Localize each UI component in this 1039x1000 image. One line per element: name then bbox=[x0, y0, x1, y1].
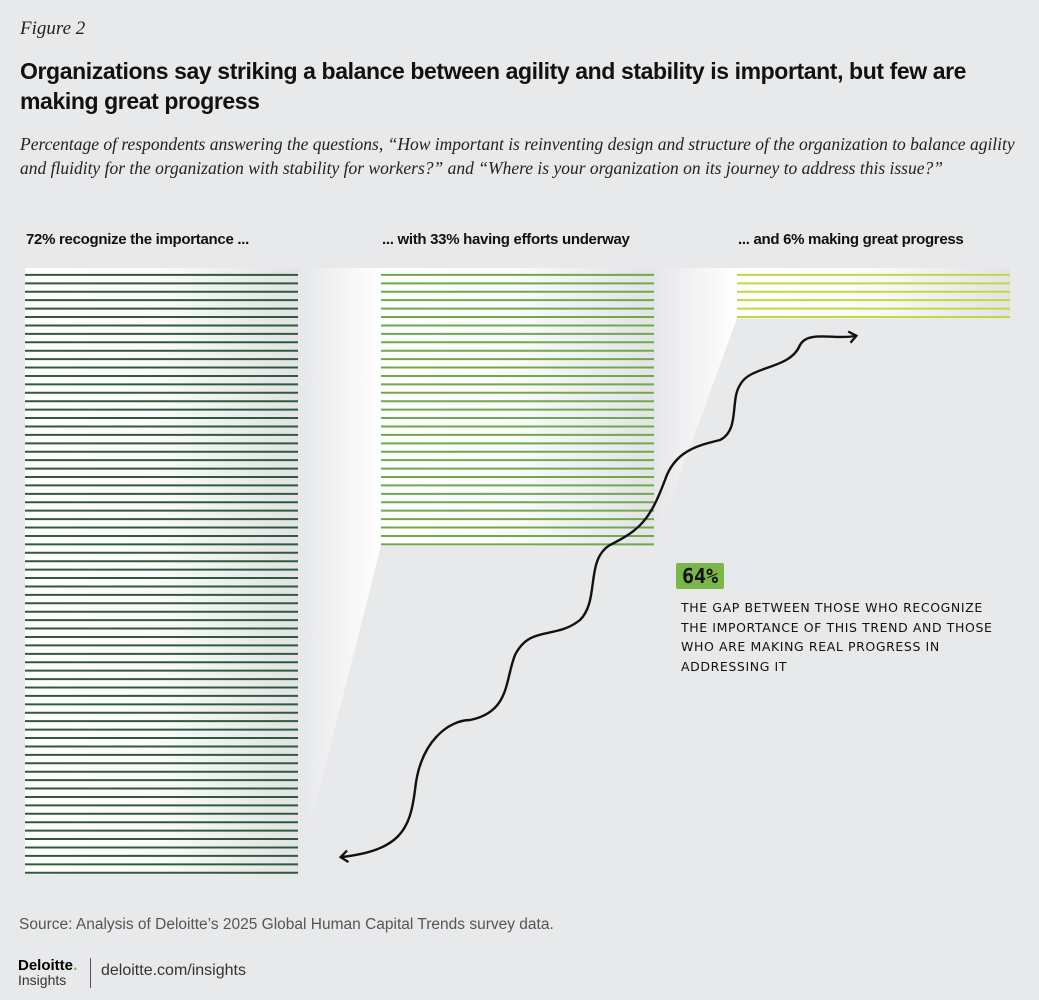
category-label-2: ... with 33% having efforts underway bbox=[382, 231, 630, 248]
bar-background bbox=[381, 268, 654, 546]
figure-label: Figure 2 bbox=[20, 18, 86, 39]
bar-background bbox=[737, 268, 1010, 319]
category-label-3: ... and 6% making great progress bbox=[738, 231, 964, 248]
chart-subtitle: Percentage of respondents answering the … bbox=[20, 134, 1015, 178]
funnel-connector bbox=[298, 268, 381, 875]
bar-1 bbox=[25, 268, 298, 875]
chart-title: Organizations say striking a balance bet… bbox=[20, 58, 967, 114]
divider bbox=[90, 958, 91, 988]
bar-3 bbox=[737, 268, 1010, 319]
source-note: Source: Analysis of Deloitte’s 2025 Glob… bbox=[19, 916, 554, 933]
logo-brand: Deloitte bbox=[18, 957, 74, 974]
site-url[interactable]: deloitte.com/insights bbox=[101, 962, 246, 979]
bar-background bbox=[25, 268, 298, 875]
gap-value-badge: 64% bbox=[676, 563, 725, 589]
logo-dot: . bbox=[73, 957, 78, 974]
bar-2 bbox=[381, 268, 654, 546]
gap-annotation: The gap between those who recognize the … bbox=[681, 600, 993, 674]
deloitte-insights-logo: Deloitte. Insights bbox=[18, 958, 77, 988]
logo-sub: Insights bbox=[18, 972, 67, 988]
funnel-connector bbox=[654, 268, 737, 546]
gap-arrow bbox=[338, 330, 859, 864]
category-label-1: 72% recognize the importance ... bbox=[26, 231, 249, 248]
